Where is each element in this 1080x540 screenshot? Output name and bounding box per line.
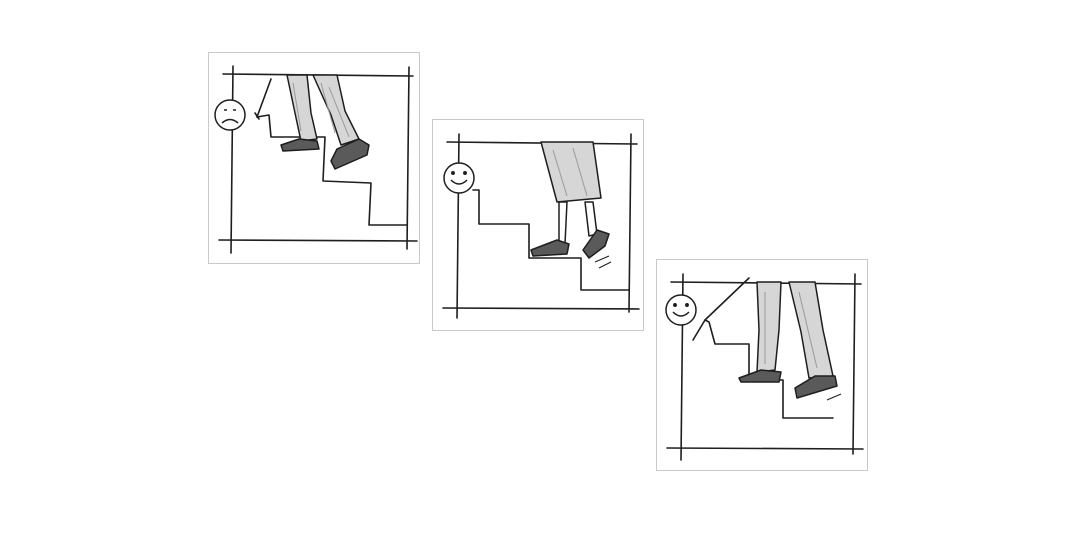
- motion-line-1: [594, 255, 610, 263]
- panel-3-drawing: [665, 273, 864, 461]
- frame-right-line: [406, 66, 410, 250]
- smiley-face-icon: [443, 162, 475, 194]
- frame-bottom-line: [666, 447, 864, 450]
- smiley-face-icon: [665, 294, 697, 326]
- right-leg: [584, 201, 598, 237]
- right-trouser-leg: [788, 281, 834, 379]
- skirt-shade-2: [572, 147, 588, 197]
- frame-right-line: [628, 133, 632, 313]
- motion-line-1: [826, 393, 842, 401]
- panel-happy-descent-with-cane: [656, 259, 868, 471]
- trouser-shade-1: [292, 82, 302, 132]
- motion-line-2: [598, 261, 612, 269]
- right-shoe: [582, 229, 610, 259]
- left-trouser-leg: [286, 74, 318, 142]
- frame-bottom-line: [442, 307, 640, 310]
- panel-happy-descent: [432, 119, 644, 331]
- left-shoe: [530, 239, 570, 257]
- skirt: [540, 141, 602, 203]
- left-shoe: [738, 369, 782, 383]
- skirt-shade-1: [552, 149, 568, 197]
- frame-right-line: [852, 273, 856, 455]
- frame-left-line: [230, 65, 234, 254]
- right-shoe: [330, 138, 370, 170]
- panel-1-drawing: [214, 65, 418, 254]
- left-leg: [558, 201, 568, 245]
- staircase: [692, 319, 834, 419]
- right-shoe: [794, 375, 838, 399]
- trouser-shade-2: [798, 291, 818, 369]
- walking-cane: [256, 78, 272, 118]
- walking-cane: [704, 277, 750, 321]
- left-trouser-leg: [756, 281, 782, 373]
- staircase: [472, 189, 630, 291]
- cane-tip: [254, 112, 260, 120]
- trouser-shade-3: [328, 86, 350, 138]
- left-shoe: [280, 138, 320, 152]
- panel-unhappy-descent: [208, 52, 420, 264]
- panel-2-drawing: [442, 133, 640, 319]
- right-trouser-leg: [312, 74, 360, 146]
- staircase: [256, 114, 408, 226]
- frame-bottom-line: [218, 239, 418, 242]
- frame-left-line: [456, 133, 460, 319]
- sad-face-icon: [214, 99, 246, 131]
- trouser-shade-2: [320, 82, 336, 134]
